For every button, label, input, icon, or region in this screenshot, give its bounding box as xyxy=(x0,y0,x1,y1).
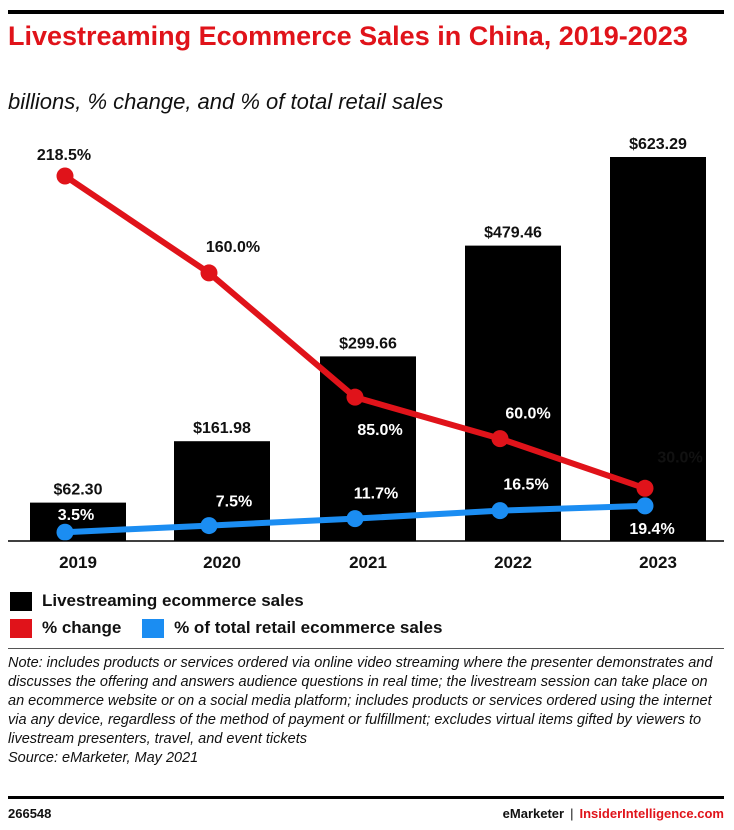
change-point-2023 xyxy=(636,479,654,497)
legend-row-lines: % change % of total retail ecommerce sal… xyxy=(10,617,710,641)
top-rule xyxy=(8,10,724,14)
legend-swatch-sales xyxy=(10,591,32,611)
change-point-2020 xyxy=(200,264,218,282)
legend-item-change: % change xyxy=(10,617,121,639)
legend-swatch-change xyxy=(10,618,32,638)
share-label-2020: 7.5% xyxy=(216,494,252,511)
change-point-2022 xyxy=(491,430,509,448)
change-point-2021 xyxy=(346,388,364,406)
share-label-2022: 16.5% xyxy=(503,477,548,494)
change-label-2023: 30.0% xyxy=(657,449,702,466)
chart-title: Livestreaming Ecommerce Sales in China, … xyxy=(8,21,688,51)
bar-2021 xyxy=(320,356,416,541)
share-label-2021: 11.7% xyxy=(354,486,398,503)
share-point-2020 xyxy=(200,517,218,535)
x-tick-2019: 2019 xyxy=(59,553,97,572)
bar-label-2020: $161.98 xyxy=(193,420,251,437)
bar-label-2022: $479.46 xyxy=(484,225,542,242)
point-labels-layer: 218.5% 160.0% 85.0% 60.0% 30.0% 3.5% 7.5% 11.7%… xyxy=(37,147,703,538)
chart-subtitle: billions, % change, and % of total retai… xyxy=(8,89,444,114)
brand-emarketer: eMarketer xyxy=(502,806,565,821)
share-point-2023 xyxy=(636,497,654,515)
note-text: Note: includes products or services orde… xyxy=(8,655,713,747)
change-label-2022: 60.0% xyxy=(505,406,550,423)
bar-2023 xyxy=(610,157,706,541)
share-point-2021 xyxy=(346,510,364,528)
change-point-2019 xyxy=(56,167,74,185)
footer-brand: eMarketer | InsiderIntelligence.com xyxy=(503,806,724,821)
lines-layer xyxy=(56,167,654,541)
legend-label-retail-share: % of total retail ecommerce sales xyxy=(174,618,443,637)
brand-separator: | xyxy=(570,806,574,821)
bottom-rule xyxy=(8,796,724,799)
bar-2022 xyxy=(465,245,561,541)
divider xyxy=(8,648,724,649)
bar-label-2023: $623.29 xyxy=(629,136,687,153)
bar-label-2021: $299.66 xyxy=(339,335,397,352)
x-tick-2022: 2022 xyxy=(494,553,532,572)
legend-swatch-retail-share xyxy=(142,618,165,638)
x-tick-2020: 2020 xyxy=(203,553,241,572)
legend-row-sales: Livestreaming ecommerce sales xyxy=(10,590,710,614)
legend-item-sales: Livestreaming ecommerce sales xyxy=(10,590,304,612)
brand-insider-intelligence: InsiderIntelligence.com xyxy=(579,806,725,821)
x-tick-2021: 2021 xyxy=(349,553,387,572)
change-label-2019: 218.5% xyxy=(37,147,91,164)
change-label-2021: 85.0% xyxy=(357,422,402,439)
legend-item-retail-share: % of total retail ecommerce sales xyxy=(142,617,442,639)
chart-id: 266548 xyxy=(8,806,52,821)
bars-layer xyxy=(30,157,706,541)
change-label-2020: 160.0% xyxy=(206,239,260,256)
share-label-2023: 19.4% xyxy=(629,521,674,538)
source-text: Source: eMarketer, May 2021 xyxy=(8,750,199,766)
bar-labels-layer: $62.30 $161.98 $299.66 $479.46 $623.29 xyxy=(54,136,687,499)
share-point-2022 xyxy=(491,502,509,520)
legend-label-change: % change xyxy=(42,618,122,637)
footnote: Note: includes products or services orde… xyxy=(8,654,724,768)
legend-label-sales: Livestreaming ecommerce sales xyxy=(42,591,304,610)
x-tick-labels-layer: 2019 2020 2021 2022 2023 xyxy=(59,553,677,572)
bar-label-2019: $62.30 xyxy=(54,482,103,499)
share-point-2019 xyxy=(56,523,74,541)
share-label-2019: 3.5% xyxy=(58,507,94,524)
x-tick-2023: 2023 xyxy=(639,553,677,572)
combo-chart: $62.30 $161.98 $299.66 $479.46 $623.29 218.5… xyxy=(8,136,724,572)
